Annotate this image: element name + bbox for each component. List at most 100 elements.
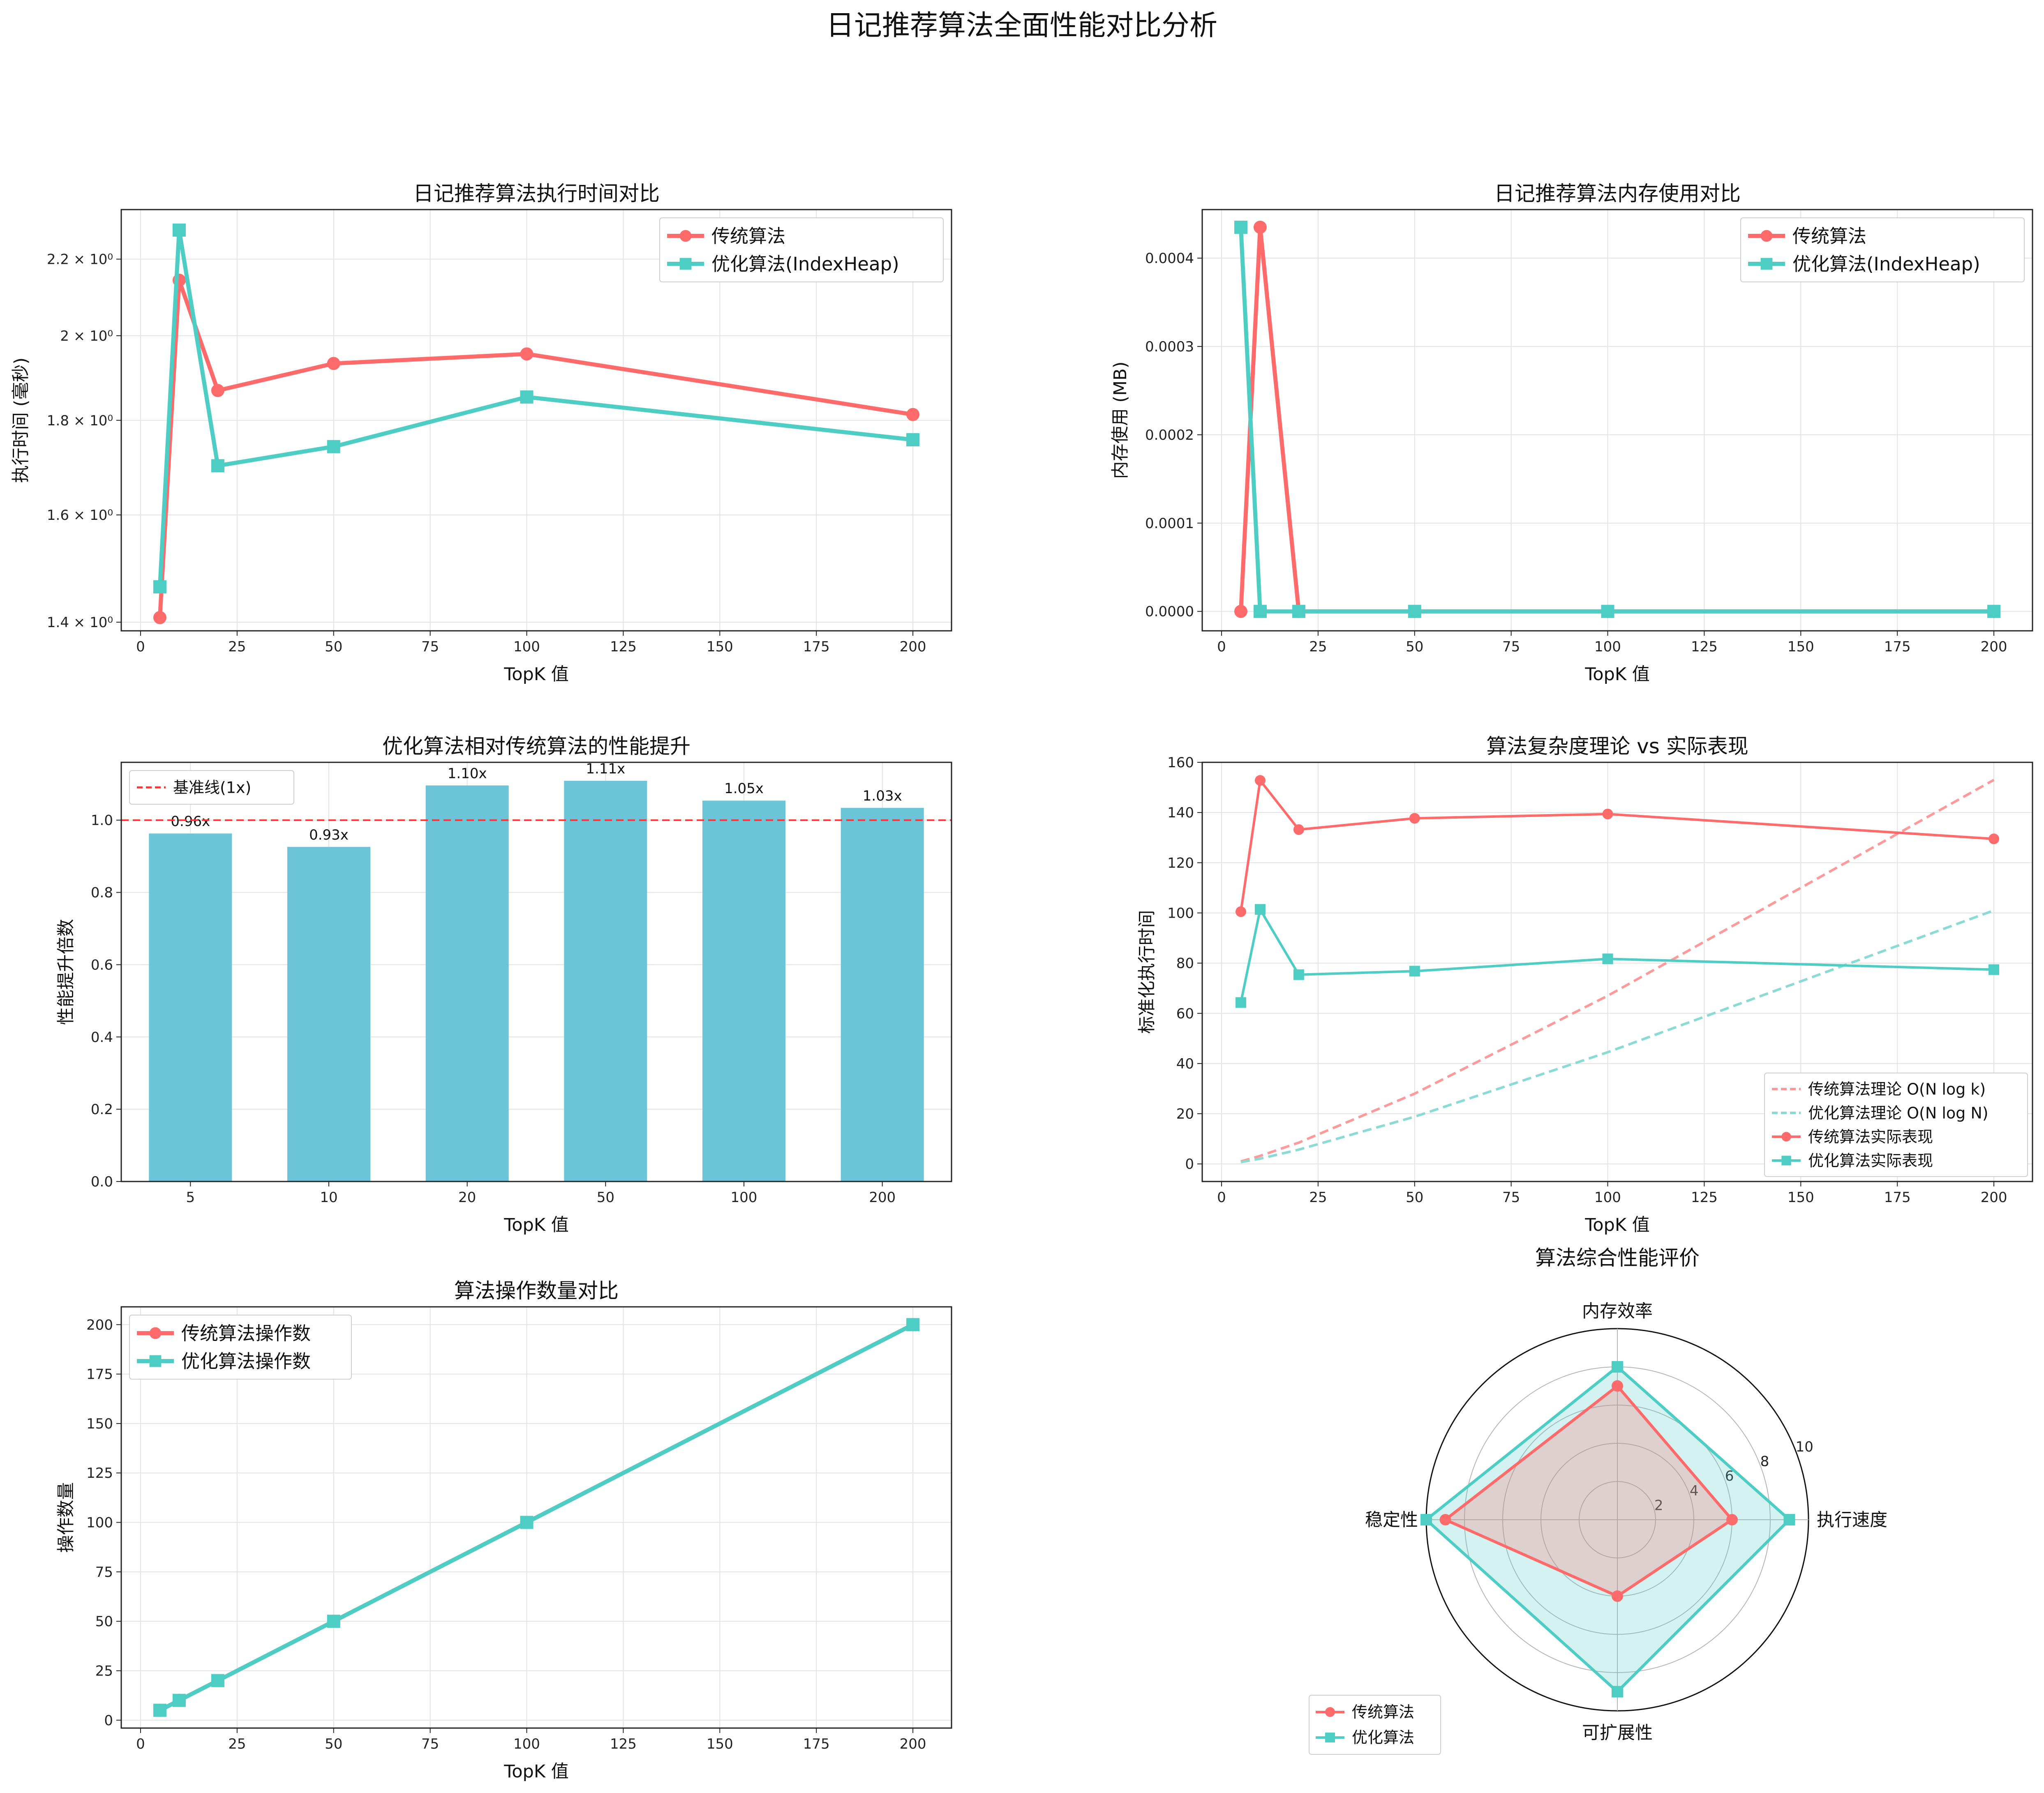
x-tick-label: 20: [458, 1189, 476, 1206]
y-axis-label: 性能提升倍数: [56, 919, 76, 1025]
data-point: [1989, 833, 2000, 845]
radar-axis-label: 稳定性: [1365, 1510, 1418, 1530]
x-tick-label: 100: [513, 1736, 540, 1752]
x-tick-label: 25: [228, 1736, 246, 1752]
x-tick-label: 75: [1502, 639, 1520, 655]
legend-label: 优化算法实际表现: [1808, 1151, 1933, 1170]
legend-marker: [679, 230, 692, 242]
radar-data-point: [1420, 1514, 1432, 1525]
bar-value-label: 1.11x: [586, 761, 625, 777]
data-point: [1987, 605, 2001, 618]
data-point: [1292, 605, 1305, 618]
y-tick-label: 175: [86, 1366, 113, 1383]
y-axis-label: 标准化执行时间: [1137, 910, 1157, 1034]
data-point: [1409, 813, 1420, 824]
legend-box: [659, 217, 944, 282]
series-line: [157, 278, 913, 618]
legend-box: [1764, 1073, 2028, 1177]
data-point: [1602, 808, 1613, 819]
x-tick-label: 200: [900, 1736, 926, 1752]
speedup-panel: 5 10 20 50 100 200 0.0 0.2 0.4 0.6 0.8 1.0 优化算法相对传统算…: [56, 734, 952, 1235]
x-axis-label: TopK 值: [1584, 664, 1649, 685]
data-point: [906, 1318, 920, 1331]
x-tick-label: 200: [1981, 1189, 2007, 1206]
legend-box: [129, 770, 294, 805]
bar: [425, 785, 509, 1181]
data-point: [172, 1694, 186, 1707]
x-tick-label: 175: [1884, 1189, 1911, 1206]
legend-box: [1740, 217, 2025, 282]
legend-marker: [149, 1355, 162, 1367]
x-tick-label: 75: [421, 639, 439, 655]
legend-label: 优化算法(IndexHeap): [711, 253, 899, 275]
data-point: [1408, 605, 1421, 618]
legend-label: 传统算法实际表现: [1808, 1128, 1933, 1146]
y-tick-label: 0.0000: [1145, 604, 1194, 620]
radar-data-point: [1612, 1590, 1623, 1602]
legend-box: [129, 1315, 352, 1380]
radar-tick-label: 6: [1725, 1468, 1734, 1484]
data-point: [1293, 824, 1304, 835]
y-tick-label: 160: [1167, 755, 1194, 771]
y-tick-label: 60: [1176, 1006, 1194, 1022]
data-point: [327, 1615, 340, 1628]
data-point: [906, 433, 920, 447]
radar-tick-label: 8: [1760, 1454, 1769, 1470]
x-tick-label: 125: [1691, 639, 1718, 655]
data-point: [1234, 605, 1247, 618]
x-tick-label: 0: [136, 639, 145, 655]
panel-title: 日记推荐算法内存使用对比: [1494, 182, 1741, 205]
x-axis-label: TopK 值: [503, 664, 568, 685]
panel-title: 算法复杂度理论 vs 实际表现: [1486, 734, 1748, 758]
data-point: [211, 384, 224, 397]
y-tick-label: 150: [86, 1416, 113, 1432]
radar-tick-label: 4: [1690, 1483, 1699, 1499]
x-tick-label: 50: [325, 639, 342, 655]
figure-title: 日记推荐算法全面性能对比分析: [826, 9, 1217, 42]
legend-label: 优化算法(IndexHeap): [1792, 253, 1980, 275]
data-point: [211, 459, 224, 473]
y-tick-label: 80: [1176, 955, 1194, 972]
y-tick-label: 75: [95, 1564, 113, 1581]
x-axis-label: TopK 值: [503, 1215, 568, 1235]
y-tick-label: 1.0: [91, 812, 113, 829]
data-point: [153, 611, 166, 624]
x-tick-label: 10: [320, 1189, 337, 1206]
y-tick-label: 100: [1167, 905, 1194, 921]
radar-data-point: [1783, 1514, 1795, 1525]
x-tick-label: 125: [1691, 1189, 1718, 1206]
x-tick-label: 0: [1217, 639, 1226, 655]
y-tick-label: 125: [86, 1465, 113, 1481]
x-tick-label: 75: [1502, 1189, 1520, 1206]
x-tick-label: 100: [731, 1189, 758, 1206]
y-tick-label: 1.6 × 10⁰: [47, 507, 113, 524]
x-tick-label: 25: [228, 639, 246, 655]
radar-axis-label: 执行速度: [1817, 1510, 1887, 1530]
panel-title: 算法综合性能评价: [1535, 1246, 1700, 1270]
operations-panel: 0 25 50 75 100 125 150 175 200 0 25 50 75 100 125 150 17…: [56, 1279, 952, 1782]
x-tick-label: 100: [513, 639, 540, 655]
legend-label: 传统算法理论 O(N log k): [1808, 1080, 1986, 1098]
x-tick-label: 0: [136, 1736, 145, 1752]
x-tick-label: 25: [1309, 639, 1327, 655]
panel-title: 日记推荐算法执行时间对比: [413, 182, 660, 205]
legend-label: 传统算法: [711, 225, 785, 247]
radar-data-point: [1612, 1686, 1623, 1698]
data-point: [520, 1516, 534, 1529]
legend-label: 传统算法操作数: [181, 1322, 311, 1344]
y-tick-label: 0.8: [91, 885, 113, 901]
data-point: [520, 347, 534, 361]
legend-marker: [1325, 1733, 1335, 1742]
legend-label: 传统算法: [1792, 225, 1866, 247]
panel-title: 优化算法相对传统算法的性能提升: [382, 734, 691, 758]
exec-time-panel: 0 25 50 75 100 125 150 175 200 1.4 × 10⁰ 1.6 × 10⁰…: [11, 182, 952, 685]
x-tick-label: 150: [1788, 1189, 1814, 1206]
radar-tick-label: 2: [1654, 1497, 1663, 1514]
data-point: [1234, 220, 1247, 234]
x-tick-label: 50: [1406, 1189, 1423, 1206]
complexity-panel: 0 25 50 75 100 125 150 175 200 0 20 40 60 80 100 120 140…: [1137, 734, 2033, 1235]
bar: [564, 780, 647, 1181]
data-point: [1989, 964, 2000, 975]
